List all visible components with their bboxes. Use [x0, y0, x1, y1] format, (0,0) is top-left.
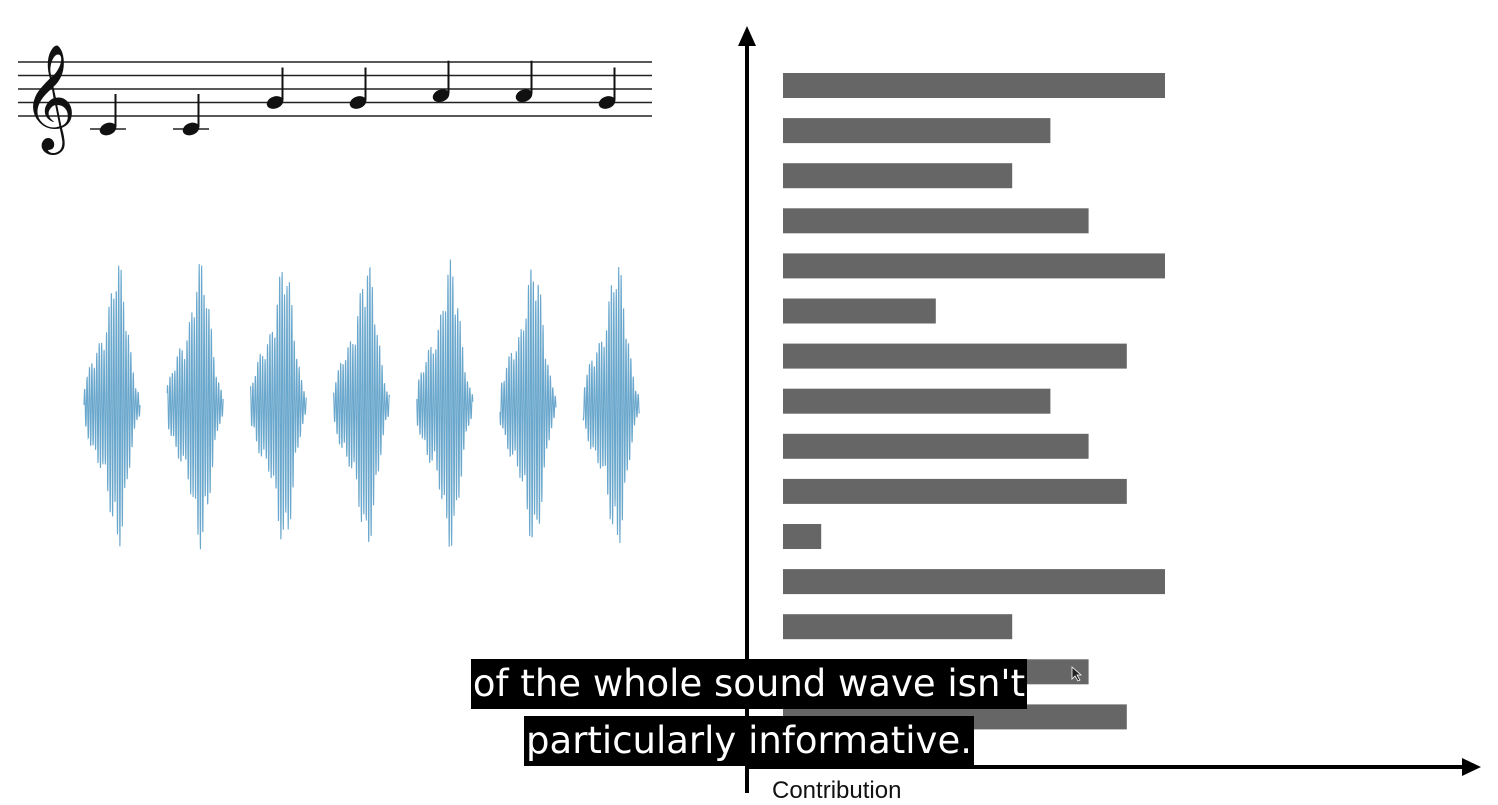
waveform-segment [416, 259, 474, 547]
subtitle-text: of the whole sound wave isn't [470, 659, 1028, 709]
bar [783, 298, 936, 324]
contribution-bar-chart [738, 26, 1481, 793]
bar [783, 614, 1013, 640]
bar [783, 118, 1051, 144]
waveform-segment [83, 265, 141, 547]
waveform-segment [166, 264, 224, 550]
bar [783, 343, 1127, 369]
treble-clef-icon: 𝄞 [22, 43, 76, 155]
quarter-note-icon [349, 67, 367, 109]
waveform-segment [250, 271, 307, 540]
x-axis-arrow-icon [1462, 758, 1481, 776]
quarter-note-icon [90, 94, 126, 136]
quarter-note-icon [432, 60, 450, 103]
bar [783, 569, 1165, 595]
mouse-cursor-icon [1071, 666, 1083, 682]
bar [783, 73, 1165, 98]
quarter-note-icon [266, 67, 284, 109]
quarter-note-icon [515, 60, 533, 103]
bar [783, 524, 822, 549]
subtitle-line-2: particularly informative. [0, 716, 1498, 766]
quarter-note-icon [598, 67, 616, 109]
bar [783, 433, 1089, 459]
bar [783, 388, 1051, 414]
x-axis-label: Contribution [772, 777, 902, 804]
sound-waveform [83, 259, 640, 550]
bar [783, 208, 1089, 234]
quarter-note-icon [173, 94, 209, 136]
waveform-segment [333, 266, 391, 543]
waveform-segment [499, 269, 557, 538]
waveform-segment [582, 267, 640, 543]
bar [783, 253, 1165, 279]
bar [783, 163, 1013, 189]
bar [783, 478, 1127, 504]
subtitle-line-1: of the whole sound wave isn't [0, 659, 1498, 709]
y-axis-arrow-icon [738, 26, 756, 46]
subtitle-text: particularly informative. [524, 716, 974, 766]
music-staff: 𝄞 [18, 43, 652, 155]
